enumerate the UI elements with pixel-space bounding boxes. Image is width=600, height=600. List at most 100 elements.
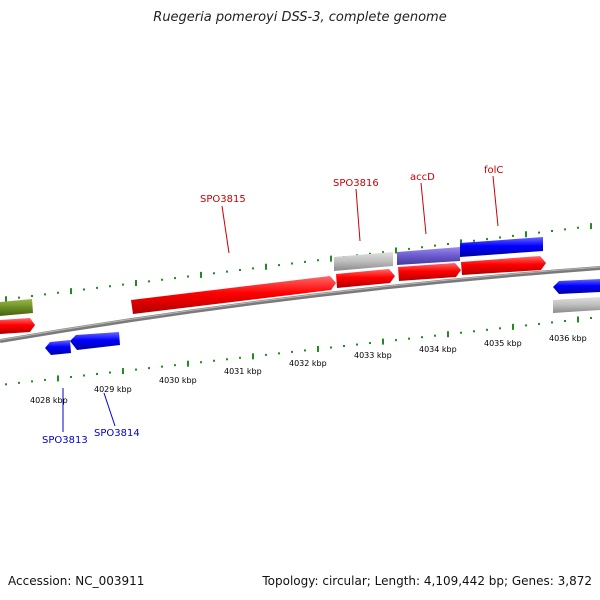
inner-tick [564,319,566,322]
inner-tick [57,375,59,382]
outer-tick [135,280,137,286]
pseudogene-spo3816[interactable] [334,252,393,271]
inner-tick [18,381,20,384]
inner-tick [408,337,410,340]
gene-label-spo3814[interactable]: SPO3814 [94,428,140,439]
genome-stats-text: Topology: circular; Length: 4,109,442 bp… [262,574,592,588]
outer-tick [226,270,228,273]
inner-tick [356,343,358,346]
outer-tick [213,272,215,275]
outer-tick [291,262,293,265]
gene-label-spo3816[interactable]: SPO3816 [333,178,379,189]
outer-tick-row [5,223,592,303]
inner-tick [96,373,98,376]
outer-tick [18,296,20,299]
outer-tick [161,278,163,281]
outer-tick [564,228,566,231]
outer-tick [96,286,98,289]
leader-spo3816 [355,188,361,242]
gene-spo3814[interactable] [70,332,120,350]
gene-spo3813[interactable] [45,340,71,355]
inner-tick [499,327,501,330]
inner-tick [447,331,449,338]
inner-tick [512,323,514,330]
outer-tick [44,293,46,296]
gene-label-spo3813[interactable]: SPO3813 [42,435,88,446]
kbp-label-4031: 4031 kbp [224,367,262,376]
inner-tick [395,339,397,342]
inner-tick [83,374,85,377]
inner-tick [174,364,176,367]
outer-tick [265,263,267,270]
outer-tick [382,251,384,254]
gene-folc[interactable] [461,256,546,275]
outer-tick [460,239,462,246]
outer-tick [317,259,319,262]
inner-tick [31,380,33,383]
inner-tick [213,359,215,362]
genome-backbone-highlight [0,266,600,341]
outer-tick [278,264,280,267]
gene-folc-reverse[interactable] [460,237,543,257]
pseudogene-inner[interactable] [553,297,600,313]
gene-spo3817-reverse[interactable] [553,279,600,294]
inner-tick [317,345,319,352]
leader-folc [492,175,499,227]
outer-tick [304,260,306,263]
gene-spo3816[interactable] [336,269,395,288]
kbp-label-4034: 4034 kbp [419,345,457,354]
map-title: Ruegeria pomeroyi DSS-3, complete genome [153,10,447,25]
inner-tick [278,352,280,355]
inner-tick [421,336,423,339]
outer-tick [447,243,449,245]
inner-tick [135,368,137,371]
inner-tick [460,331,462,334]
outer-tick [499,236,501,239]
kbp-label-4033: 4033 kbp [354,351,392,360]
gene-accd[interactable] [398,263,461,281]
leader-spo3815 [221,205,230,254]
inner-tick [44,378,46,381]
outer-tick [473,239,475,242]
inner-tick [70,375,72,378]
outer-tick [31,295,33,297]
rna-gene-green[interactable] [0,299,33,316]
genome-backbone [0,266,600,343]
inner-tick [486,328,488,331]
inner-tick [226,358,228,361]
leader-spo3814 [103,392,116,427]
outer-tick [57,291,59,294]
kbp-label-4029: 4029 kbp [94,385,132,394]
inner-tick [122,368,124,375]
outer-tick [421,246,423,249]
gene-label-accd[interactable]: accD [410,172,435,183]
gene-spo3815[interactable] [131,276,336,314]
inner-tick [590,317,592,320]
inner-tick [434,334,436,337]
kbp-label-4035: 4035 kbp [484,339,522,348]
outer-tick [551,230,553,232]
inner-tick [369,342,371,345]
outer-tick [187,275,189,278]
gene-spo3812-forward[interactable] [0,318,35,334]
inner-tick [265,353,267,356]
kbp-label-4030: 4030 kbp [159,376,197,385]
outer-tick [70,288,72,295]
inner-tick-row [5,316,592,386]
outer-tick [109,285,111,288]
inner-tick [382,338,384,345]
kbp-label-4036: 4036 kbp [549,334,587,343]
outer-tick [83,288,85,291]
accession-text: Accession: NC_003911 [8,574,145,588]
inner-tick [551,321,553,324]
outer-tick [369,252,371,255]
gene-label-folc[interactable]: folC [484,165,503,176]
outer-tick [486,238,488,241]
inner-tick [161,365,163,368]
gene-accd-overlap[interactable] [397,247,460,265]
inner-tick [200,361,202,364]
gene-label-spo3815[interactable]: SPO3815 [200,194,246,205]
inner-tick [577,316,579,323]
outer-tick [395,247,397,254]
